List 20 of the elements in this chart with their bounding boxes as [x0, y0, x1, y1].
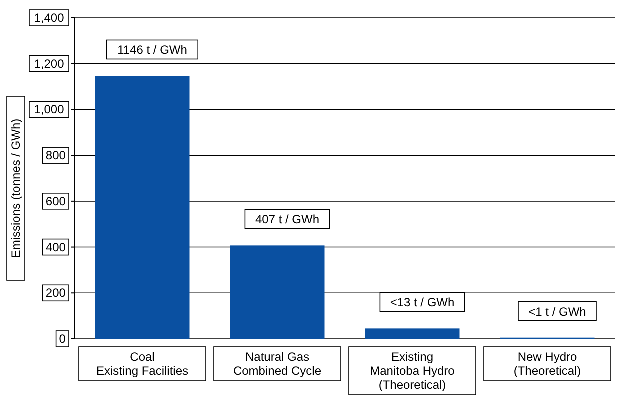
y-tick-label: 200 [46, 286, 66, 300]
y-tick-label: 1,400 [34, 11, 65, 25]
x-tick-label: Coal Existing Facilities [96, 350, 189, 378]
y-tick-label: 1,000 [34, 102, 65, 117]
x-tick-label: New Hydro (Theoretical) [514, 350, 582, 378]
y-tick-label: 400 [46, 240, 66, 254]
y-tick-label: 600 [46, 194, 66, 208]
data-label: 1146 t / GWh [118, 43, 188, 58]
data-label: <13 t / GWh [390, 296, 455, 310]
data-label: <1 t / GWh [528, 304, 586, 319]
y-axis-title: Emissions (tonnes / GWh) [9, 118, 23, 258]
y-tick-label: 0 [59, 332, 66, 346]
data-label: 407 t / GWh [255, 212, 320, 227]
x-tick-label: Natural Gas Combined Cycle [233, 350, 322, 378]
bar [365, 328, 460, 339]
bar [230, 246, 325, 339]
x-tick-label: Existing Manitoba Hydro (Theoretical) [370, 350, 456, 392]
bar [95, 76, 190, 339]
y-tick-label: 1,200 [34, 56, 65, 71]
y-tick-label: 800 [46, 148, 66, 163]
